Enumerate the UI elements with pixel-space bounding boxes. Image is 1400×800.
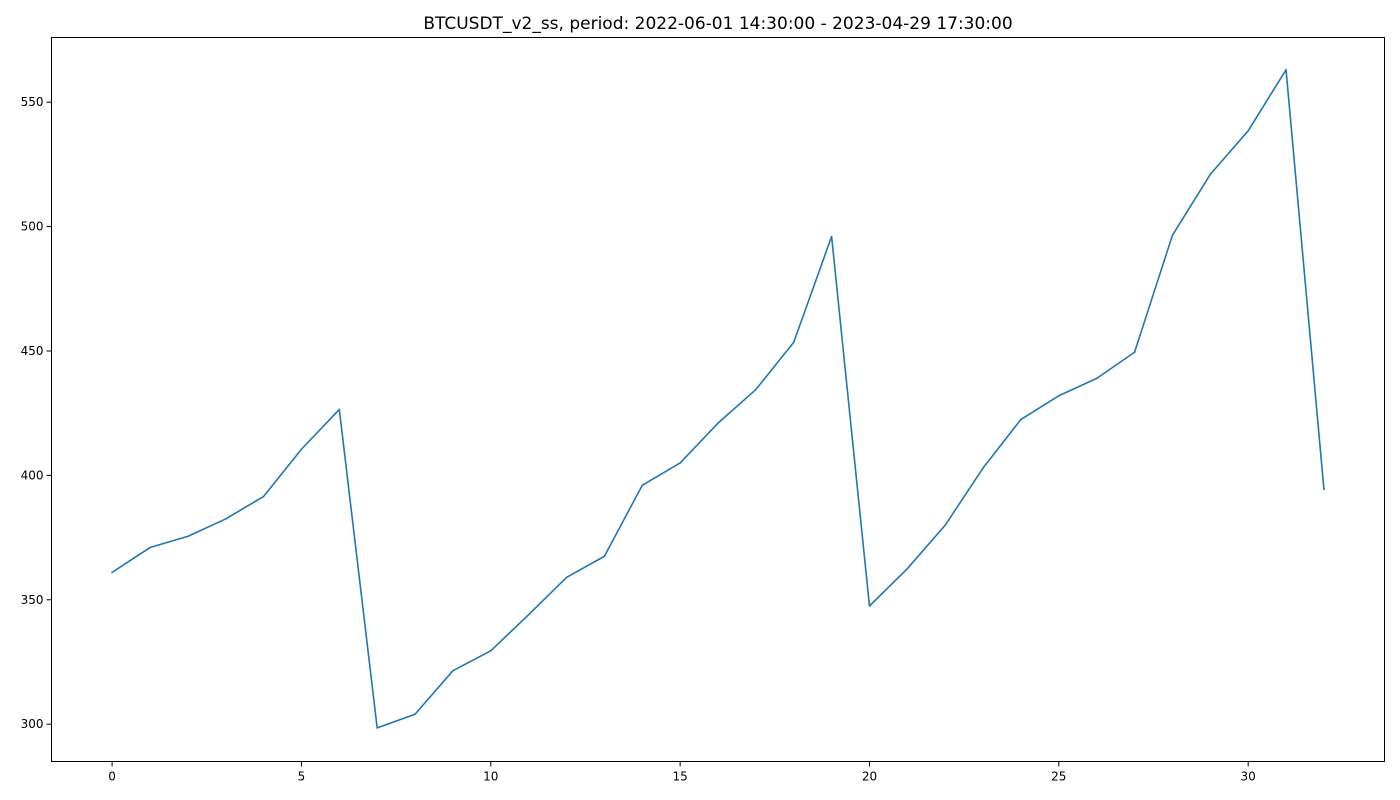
data-point — [224, 518, 227, 520]
x-tick-label: 5 — [298, 770, 306, 784]
series-line — [110, 69, 1325, 729]
data-point — [1058, 394, 1060, 397]
y-axis: 300 350 400 450 500 550 — [21, 95, 52, 731]
data-point — [1133, 351, 1136, 354]
data-point — [300, 448, 303, 451]
x-tick-label: 15 — [672, 770, 687, 784]
data-point — [262, 495, 265, 498]
data-point — [338, 408, 341, 411]
y-tick-label: 400 — [21, 468, 44, 482]
x-tick-label: 25 — [1051, 770, 1066, 784]
y-tick-label: 550 — [21, 95, 44, 109]
data-point — [1020, 418, 1022, 421]
data-point — [603, 555, 606, 558]
data-point — [944, 524, 947, 526]
y-tick-label: 300 — [21, 717, 44, 731]
x-tick-label: 0 — [108, 770, 116, 784]
data-point — [982, 467, 984, 469]
data-point — [527, 613, 530, 616]
data-point — [1095, 377, 1098, 380]
data-point — [906, 567, 909, 570]
data-point — [187, 535, 189, 538]
data-point — [830, 235, 833, 238]
data-point — [641, 484, 644, 487]
data-point — [755, 388, 757, 391]
chart-title: BTCUSDT_v2_ss, period: 2022-06-01 14:30:… — [423, 14, 1012, 34]
data-point — [565, 576, 568, 579]
data-point — [376, 727, 378, 729]
data-point — [1247, 129, 1249, 132]
data-point — [792, 341, 795, 344]
data-point — [1285, 69, 1287, 71]
y-tick-label: 450 — [21, 344, 44, 358]
y-tick-label: 500 — [21, 220, 44, 234]
data-point — [868, 605, 871, 607]
x-tick-label: 30 — [1241, 770, 1256, 784]
y-tick-label: 350 — [21, 593, 44, 607]
data-point — [489, 649, 492, 652]
x-tick-label: 10 — [483, 770, 498, 784]
data-point — [111, 571, 113, 574]
data-point — [1323, 488, 1325, 490]
data-point — [452, 669, 454, 672]
data-point — [1209, 173, 1212, 176]
x-axis: 0 5 10 15 20 25 30 — [108, 761, 1256, 784]
data-point — [679, 462, 681, 464]
axes-frame — [51, 37, 1385, 762]
data-point — [149, 546, 151, 549]
data-point — [717, 422, 719, 424]
data-point — [1171, 234, 1174, 237]
x-tick-label: 20 — [862, 770, 877, 784]
plot-area — [110, 69, 1325, 729]
data-point — [414, 713, 416, 716]
